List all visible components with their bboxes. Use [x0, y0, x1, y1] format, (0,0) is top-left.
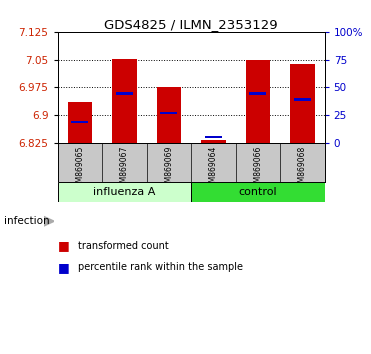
Bar [116, 92, 133, 95]
Text: ■: ■ [58, 261, 69, 274]
Text: infection: infection [4, 216, 49, 226]
Text: GSM869064: GSM869064 [209, 146, 218, 192]
Text: GSM869067: GSM869067 [120, 146, 129, 192]
Bar [68, 102, 92, 143]
Text: transformed count: transformed count [78, 241, 169, 251]
Bar [290, 64, 315, 143]
Bar [249, 92, 266, 95]
Bar [160, 112, 177, 114]
Text: influenza A: influenza A [93, 187, 155, 197]
Title: GDS4825 / ILMN_2353129: GDS4825 / ILMN_2353129 [104, 18, 278, 31]
Bar [294, 98, 311, 101]
Bar [205, 136, 222, 138]
Text: GSM869068: GSM869068 [298, 146, 307, 192]
Text: control: control [239, 187, 277, 197]
Bar [201, 140, 226, 143]
Text: GSM869065: GSM869065 [75, 146, 84, 192]
Text: percentile rank within the sample: percentile rank within the sample [78, 262, 243, 272]
Bar [246, 60, 270, 143]
Bar [58, 182, 191, 202]
Text: GSM869069: GSM869069 [164, 146, 173, 192]
Bar [71, 120, 88, 123]
Text: ■: ■ [58, 240, 69, 252]
Bar [157, 87, 181, 143]
Bar [191, 182, 325, 202]
Text: GSM869066: GSM869066 [253, 146, 262, 192]
Bar [112, 59, 137, 143]
Polygon shape [44, 216, 54, 226]
